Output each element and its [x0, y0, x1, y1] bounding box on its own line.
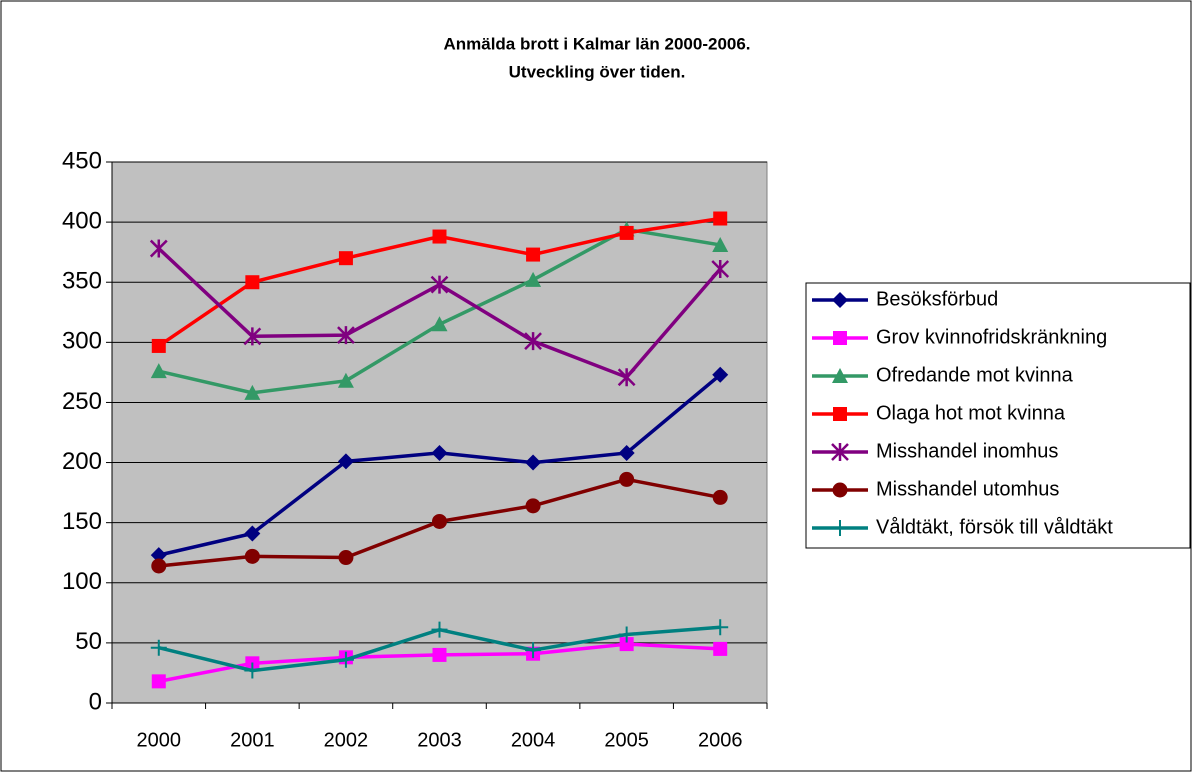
- marker: [833, 407, 847, 421]
- y-tick-label: 50: [75, 628, 102, 655]
- marker: [713, 641, 728, 656]
- marker: [711, 259, 730, 278]
- marker: [337, 453, 354, 470]
- chart-title: Utveckling över tiden.: [509, 62, 686, 81]
- marker: [525, 498, 541, 514]
- marker: [712, 366, 729, 383]
- marker: [832, 292, 848, 308]
- marker: [525, 454, 542, 471]
- marker: [432, 229, 447, 244]
- marker: [337, 326, 355, 345]
- marker: [619, 471, 635, 487]
- marker: [430, 275, 449, 294]
- marker: [831, 443, 849, 461]
- marker: [431, 444, 448, 461]
- chart-title: Anmälda brott i Kalmar län 2000-2006.: [443, 34, 750, 53]
- marker: [525, 642, 542, 659]
- marker: [431, 316, 448, 332]
- legend-label: Misshandel inomhus: [876, 440, 1058, 462]
- marker: [712, 236, 729, 252]
- legend-label: Grov kvinnofridskränkning: [876, 326, 1107, 348]
- marker: [150, 639, 167, 656]
- marker: [833, 331, 847, 345]
- x-tick-label: 2005: [604, 729, 649, 751]
- marker: [832, 482, 848, 498]
- marker: [151, 674, 166, 689]
- marker: [432, 647, 447, 662]
- x-tick-label: 2004: [511, 729, 556, 751]
- marker: [832, 520, 848, 536]
- marker: [151, 558, 167, 574]
- marker: [244, 662, 261, 679]
- plot-area: [111, 161, 768, 704]
- legend-label: Olaga hot mot kvinna: [876, 402, 1066, 424]
- x-tick-label: 2002: [324, 729, 369, 751]
- y-tick-label: 450: [62, 147, 102, 174]
- marker: [243, 327, 262, 346]
- marker: [524, 332, 542, 351]
- y-tick-label: 300: [62, 328, 102, 355]
- marker: [712, 489, 728, 505]
- legend-label: Besöksförbud: [876, 288, 998, 310]
- y-tick-label: 400: [62, 207, 102, 234]
- marker: [832, 368, 848, 383]
- y-tick-label: 150: [62, 508, 102, 535]
- legend-label: Våldtäkt, försök till våldtäkt: [876, 516, 1113, 538]
- legend-label: Misshandel utomhus: [876, 478, 1059, 500]
- legend: [805, 282, 1191, 549]
- marker: [150, 547, 167, 564]
- marker: [432, 513, 447, 529]
- legend-label: Ofredande mot kvinna: [876, 364, 1074, 386]
- marker: [151, 338, 166, 353]
- marker: [337, 372, 354, 388]
- x-tick-label: 2001: [230, 729, 275, 751]
- y-tick-label: 200: [62, 448, 102, 475]
- marker: [338, 550, 354, 566]
- marker: [618, 444, 635, 461]
- marker: [713, 211, 728, 226]
- marker: [338, 251, 353, 266]
- y-tick-label: 350: [62, 268, 102, 295]
- marker: [149, 239, 168, 258]
- marker: [431, 621, 448, 638]
- marker: [618, 626, 635, 643]
- marker: [245, 275, 260, 290]
- x-tick-label: 2000: [137, 729, 182, 751]
- x-tick-label: 2006: [698, 729, 743, 751]
- marker: [712, 619, 729, 636]
- x-tick-label: 2003: [417, 729, 462, 751]
- y-tick-label: 250: [62, 388, 102, 415]
- marker: [150, 363, 167, 379]
- marker: [619, 225, 634, 240]
- y-tick-label: 100: [62, 568, 102, 595]
- marker: [617, 368, 636, 387]
- marker: [244, 548, 260, 564]
- marker: [244, 525, 261, 542]
- marker: [525, 271, 542, 287]
- marker: [526, 247, 541, 262]
- marker: [337, 651, 354, 668]
- marker: [619, 637, 634, 652]
- marker: [244, 384, 261, 400]
- y-tick-label: 0: [89, 688, 102, 715]
